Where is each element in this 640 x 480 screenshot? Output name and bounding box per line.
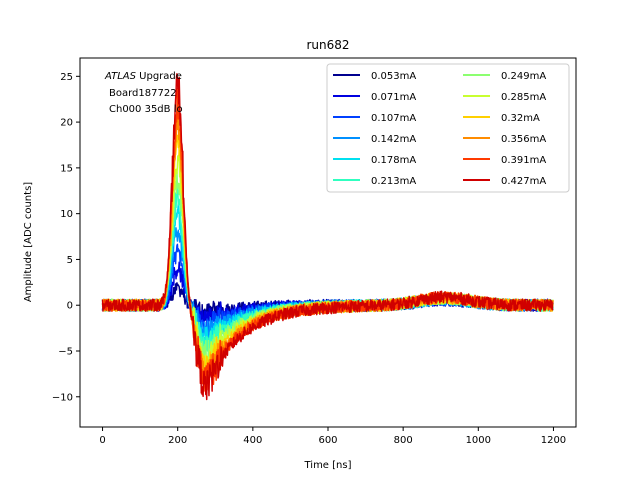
legend-label: 0.356mA [501,134,546,145]
legend-label: 0.249mA [501,71,546,82]
y-tick-label: −10 [52,392,73,403]
legend-box [326,63,570,193]
legend-label: 0.053mA [371,71,416,82]
svg-text:ATLAS Upgrade: ATLAS Upgrade [104,71,182,82]
y-tick-label: 0 [67,301,73,312]
y-tick-label: 25 [60,72,73,83]
annotation-board: Board187722 [109,88,177,99]
legend-label: 0.285mA [501,92,546,103]
legend-label: 0.107mA [371,113,416,124]
x-axis-label: Time [ns] [303,460,351,471]
y-tick-label: 5 [67,255,73,266]
series-layer [101,73,554,401]
y-tick-label: −5 [58,347,73,358]
x-axis: 0 200 400 600 800 1000 1200 [99,427,566,446]
x-tick-label: 600 [318,435,337,446]
legend-label: 0.32mA [501,113,540,124]
series-line [101,87,554,393]
x-tick-label: 400 [243,435,262,446]
y-axis-label: Amplitude [ADC counts] [23,182,34,302]
chart-title: run682 [306,38,349,52]
x-tick-label: 200 [168,435,187,446]
x-tick-label: 1200 [541,435,566,446]
annotation-upgrade: Upgrade [136,71,182,82]
y-tick-label: 20 [60,118,73,129]
x-tick-label: 0 [99,435,105,446]
series-line [101,73,554,401]
legend-label: 0.213mA [371,176,416,187]
x-tick-label: 1000 [466,435,491,446]
legend-label: 0.427mA [501,176,546,187]
legend-label: 0.178mA [371,155,416,166]
annotation-channel: Ch000 35dB lo [109,104,183,115]
x-tick-label: 800 [394,435,413,446]
y-tick-label: 15 [60,163,73,174]
y-tick-label: 10 [60,209,73,220]
legend-label: 0.142mA [371,134,416,145]
legend: 0.053mA 0.071mA 0.107mA 0.142mA 0.178mA 0.213… [326,63,570,193]
legend-label: 0.391mA [501,155,546,166]
annotation-atlas: ATLAS [104,71,137,82]
atlas-annotation: ATLAS Upgrade Board187722 Ch000 35dB lo [104,71,183,115]
y-axis: −10 −5 0 5 10 15 20 25 [52,72,80,403]
legend-label: 0.071mA [371,92,416,103]
